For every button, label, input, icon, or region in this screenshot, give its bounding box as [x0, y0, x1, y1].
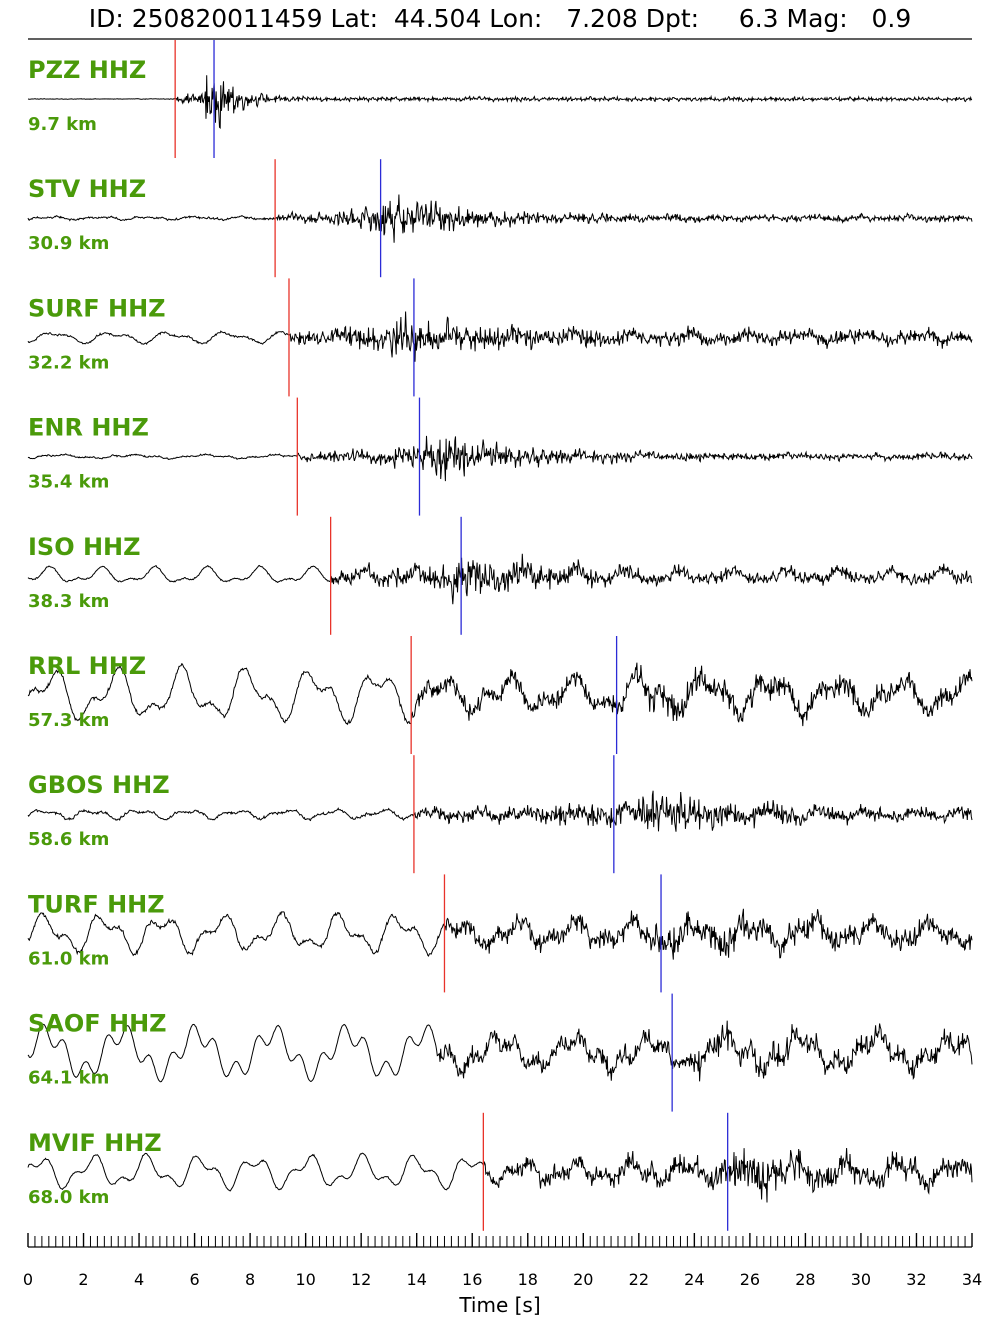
x-tick-label: 14 [407, 1270, 427, 1289]
waveform-series [27, 790, 973, 832]
waveform-series [27, 553, 973, 605]
station-label: SURF HHZ [28, 294, 166, 322]
distance-label: 35.4 km [28, 472, 109, 493]
station-label: RRL HHZ [28, 652, 146, 680]
x-tick-label: 24 [684, 1270, 704, 1289]
trace-panel: RRL HHZ 57.3 km [27, 636, 973, 754]
distance-label: 32.2 km [28, 352, 109, 373]
x-tick-label: 18 [518, 1270, 538, 1289]
trace-panels: PZZ HHZ 9.7 km STV HHZ 30.9 km SURF HHZ 32.2 … [27, 40, 973, 1231]
trace-panel: ISO HHZ 38.3 km [27, 516, 973, 635]
distance-label: 30.9 km [28, 233, 109, 254]
x-tick-label: 20 [573, 1270, 593, 1289]
waveform-series [27, 1020, 973, 1083]
x-tick-label: 10 [295, 1270, 315, 1289]
x-tick-label: 16 [462, 1270, 482, 1289]
station-label: STV HHZ [28, 175, 146, 203]
trace-panel: SAOF HHZ 64.1 km [27, 993, 973, 1112]
x-tick-label: 8 [245, 1270, 255, 1289]
event-header: ID: 250820011459 Lat: 44.504 Lon: 7.208 … [88, 4, 912, 33]
station-label: TURF HHZ [28, 890, 165, 918]
x-tick-label: 4 [134, 1270, 144, 1289]
x-tick-label: 6 [189, 1270, 199, 1289]
x-tick-label: 28 [795, 1270, 815, 1289]
x-tick-label: 12 [351, 1270, 371, 1289]
x-tick-label: 32 [906, 1270, 926, 1289]
trace-panel: MVIF HHZ 68.0 km [27, 1112, 973, 1231]
distance-label: 64.1 km [28, 1068, 109, 1089]
waveform-series [27, 435, 973, 482]
trace-panel: ENR HHZ 35.4 km [27, 397, 973, 516]
waveform-series [27, 75, 973, 129]
waveform-series [27, 311, 973, 362]
station-label: GBOS HHZ [28, 771, 170, 799]
distance-label: 38.3 km [28, 591, 109, 612]
waveform-series [27, 1147, 973, 1203]
x-axis-label: Time [s] [458, 1293, 540, 1317]
x-tick-label: 0 [23, 1270, 33, 1289]
station-label: ISO HHZ [28, 533, 141, 561]
distance-label: 68.0 km [28, 1187, 109, 1208]
distance-label: 57.3 km [28, 710, 109, 731]
waveform-series [27, 194, 973, 243]
trace-panel: STV HHZ 30.9 km [27, 159, 973, 278]
trace-panel: SURF HHZ 32.2 km [27, 278, 973, 397]
distance-label: 61.0 km [28, 948, 109, 969]
x-tick-label: 2 [78, 1270, 88, 1289]
station-label: ENR HHZ [28, 414, 149, 442]
x-tick-label: 30 [851, 1270, 871, 1289]
distance-label: 9.7 km [28, 114, 97, 135]
distance-label: 58.6 km [28, 829, 109, 850]
waveform-series [27, 662, 973, 727]
station-label: MVIF HHZ [28, 1129, 162, 1157]
trace-panel: GBOS HHZ 58.6 km [27, 755, 973, 874]
x-tick-label: 22 [629, 1270, 649, 1289]
x-tick-label: 26 [740, 1270, 760, 1289]
waveform-series [27, 908, 973, 960]
time-axis: 0 2 4 6 8 10 12 14 16 18 20 22 24 26 28 30 32 34 [23, 1233, 982, 1289]
station-label: PZZ HHZ [28, 56, 146, 84]
trace-panel: PZZ HHZ 9.7 km [27, 40, 973, 158]
trace-panel: TURF HHZ 61.0 km [27, 874, 973, 993]
station-label: SAOF HHZ [28, 1010, 167, 1038]
x-tick-label: 34 [962, 1270, 982, 1289]
